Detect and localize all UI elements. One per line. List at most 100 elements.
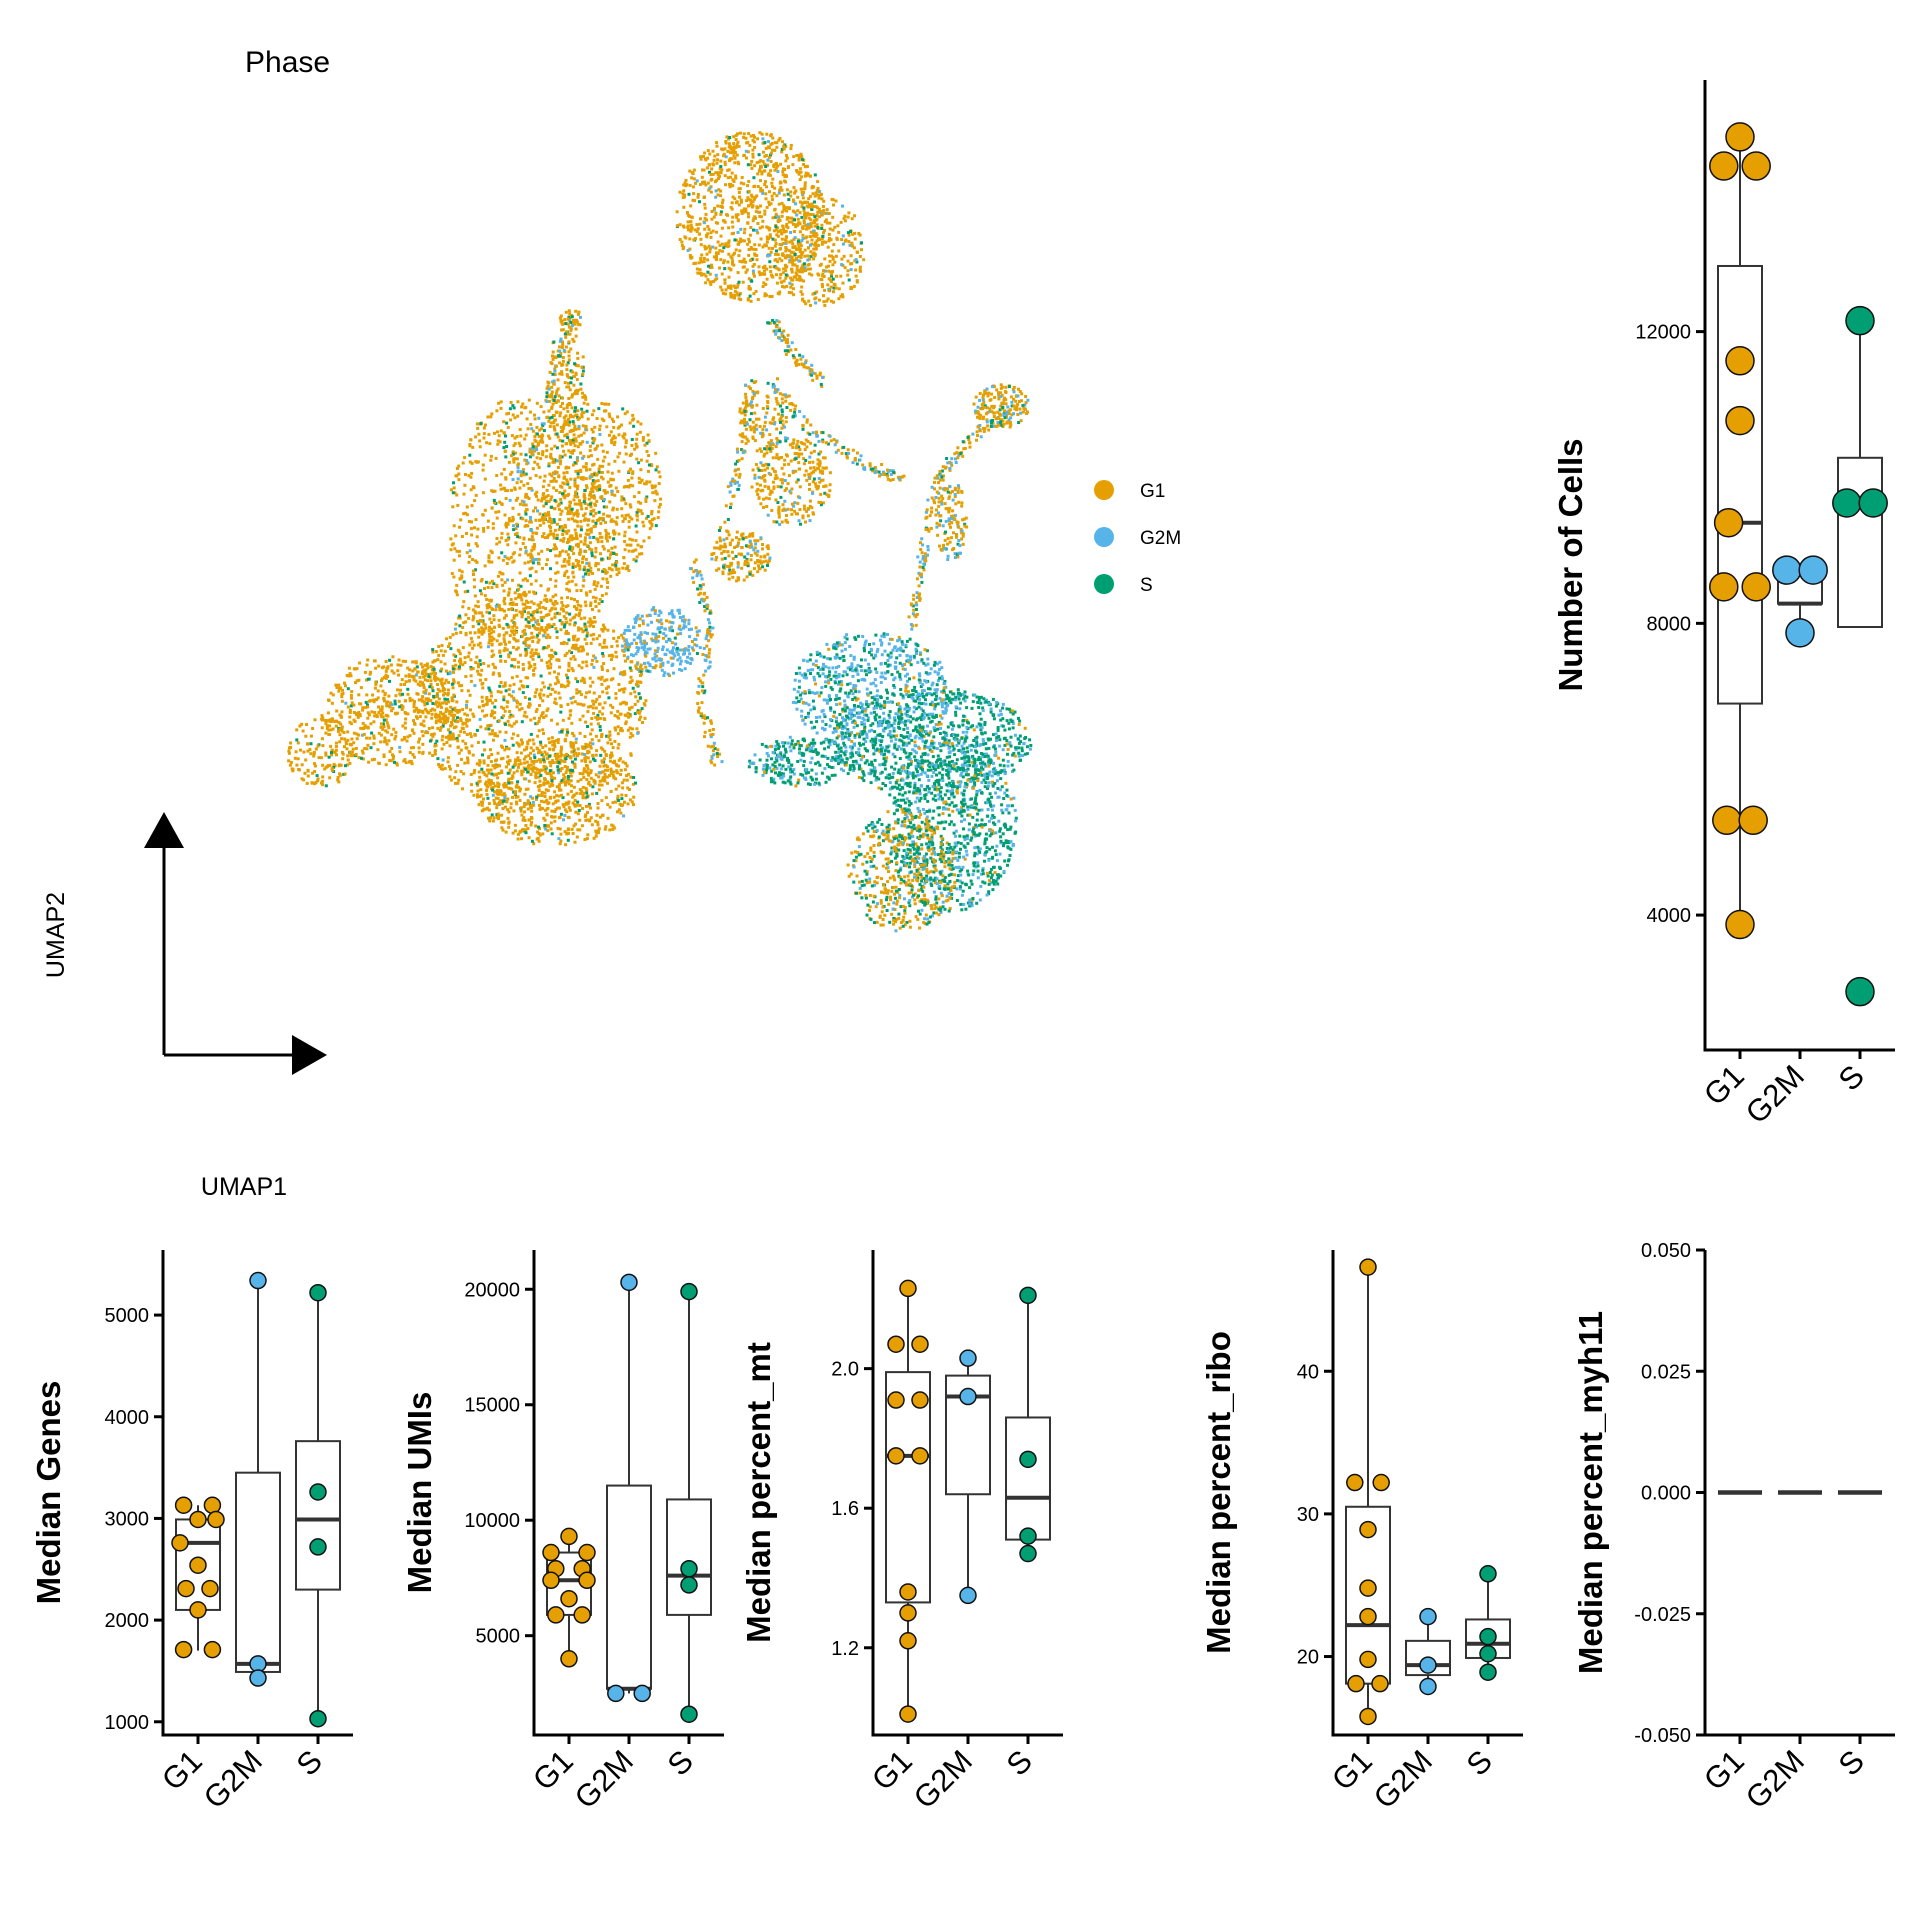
umap2-arrowhead-icon [144,812,184,848]
data-point-s [309,1709,327,1728]
data-point-g1 [1741,572,1771,602]
data-point-g1 [1741,151,1771,181]
umap2-label: UMAP2 [42,892,70,978]
data-point-g1 [171,1534,189,1552]
data-point-g2m [959,1586,977,1605]
box-iqr [1005,1416,1051,1541]
y-tick-label: 5000 [105,1305,150,1327]
data-point-g1 [207,1510,225,1529]
data-point-g1 [177,1579,195,1598]
y-tick-label: 12000 [1635,322,1691,344]
data-point-g1 [203,1640,222,1659]
data-point-g1 [1709,572,1739,602]
data-point-g2m [1419,1656,1437,1674]
data-point-s [1479,1565,1497,1583]
x-tick-label-s: S [1460,1743,1499,1782]
x-tick-label-s: S [661,1743,700,1782]
data-point-g1 [1712,805,1742,836]
data-point-g1 [1359,1258,1377,1276]
data-point-g1 [899,1604,917,1622]
data-point-g2m [633,1684,651,1703]
y-tick-label: 0.025 [1641,1361,1691,1383]
y-tick-label: 20000 [464,1279,520,1301]
legend-swatch-g2m [1094,527,1114,547]
y-tick-label: 20 [1297,1647,1319,1669]
data-point-g1 [887,1391,905,1409]
data-point-s [1858,488,1888,518]
y-tick-label: 40 [1297,1361,1319,1383]
y-tick-label: -0.050 [1634,1725,1691,1747]
data-point-g1 [1725,346,1755,376]
x-tick-label-g2m: G2M [197,1743,269,1815]
data-point-g1 [1359,1650,1377,1669]
data-point-g1 [899,1583,917,1601]
box-iqr [1837,456,1883,628]
y-tick-label: 2.0 [831,1359,859,1381]
data-point-g1 [578,1571,596,1590]
data-point-s [680,1559,698,1578]
y-tick-label: 1.2 [831,1638,859,1660]
data-point-s [1845,976,1875,1007]
y-tick-label: 1000 [105,1712,150,1734]
box-s [295,1292,341,1719]
box-g2m [1405,1616,1451,1687]
data-point-g1 [189,1510,207,1529]
legend-label-g2m: G2M [1140,528,1181,549]
box-g2m [235,1280,281,1679]
data-point-g1 [174,1496,193,1514]
data-point-g2m [1798,555,1828,585]
data-point-g1 [1725,405,1755,436]
data-point-g1 [560,1527,578,1546]
umap-legend: G1 G2M S [1094,480,1181,596]
data-point-g1 [560,1650,578,1668]
y-tick-label: 30 [1297,1504,1319,1526]
legend-label-g1: G1 [1140,481,1165,502]
box-g1 [1345,1267,1391,1717]
x-tick-label-s: S [1832,1743,1871,1782]
data-point-g1 [1359,1520,1377,1539]
data-point-g1 [1725,122,1755,152]
box-iqr [885,1371,931,1604]
data-point-g1 [189,1601,207,1619]
x-tick-label-s: S [1000,1743,1039,1782]
y-tick-label: 10000 [464,1510,520,1532]
y-tick-label: 2000 [105,1610,150,1632]
data-point-g2m [1419,1677,1437,1696]
data-point-g1 [1359,1579,1377,1597]
data-point-g1 [174,1640,193,1659]
data-point-g1 [542,1543,560,1562]
box-g2m [606,1282,652,1694]
legend-label-s: S [1140,575,1153,596]
data-point-s [309,1483,327,1501]
data-point-g1 [1713,507,1744,538]
umap1-arrowhead-icon [292,1035,327,1075]
y-tick-label: 4000 [105,1407,150,1429]
x-tick-label-g2m: G2M [1739,1743,1811,1815]
y-tick-label: 5000 [476,1626,521,1648]
data-point-s [309,1538,327,1556]
data-point-g1 [542,1571,560,1590]
data-point-s [1479,1627,1497,1646]
umap1-label: UMAP1 [201,1173,287,1201]
data-point-g2m [249,1271,267,1290]
data-point-g1 [1738,805,1768,836]
y-axis-title: Median UMIs [401,1392,438,1594]
umap-title: Phase [245,46,330,79]
legend-swatch-s [1094,574,1114,594]
y-tick-label: 15000 [464,1395,520,1417]
data-point-s [1019,1286,1037,1305]
data-point-s [1479,1663,1497,1681]
y-axis-title: Median Genes [30,1381,67,1605]
y-tick-label: 3000 [105,1508,150,1530]
data-point-s [1479,1644,1497,1663]
y-tick-label: 4000 [1647,905,1692,927]
data-point-s [680,1576,698,1594]
box-iqr [295,1440,341,1591]
umap-scatter [287,131,1033,933]
data-point-g1 [189,1556,207,1574]
y-axis-title: Median percent_ribo [1200,1331,1237,1654]
data-point-g1 [560,1589,578,1608]
